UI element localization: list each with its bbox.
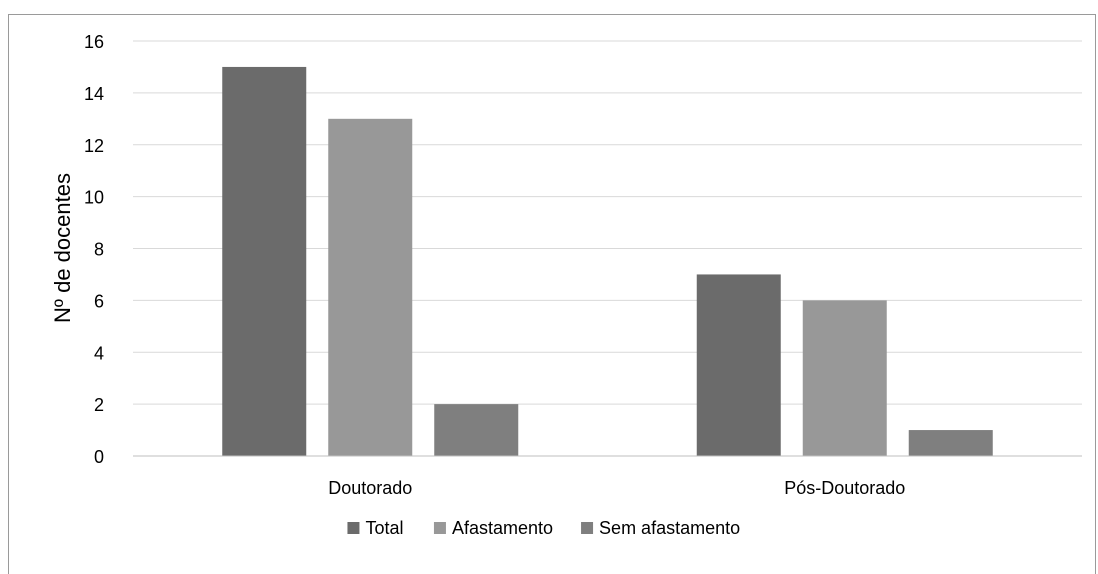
bar-afastamento-1 — [802, 300, 887, 456]
y-tick-label: 12 — [84, 136, 104, 156]
legend-swatch — [433, 522, 446, 534]
x-category-label: Pós-Doutorado — [784, 478, 905, 498]
y-axis-ticks: 0 2 4 6 8 10 12 14 16 — [84, 32, 104, 467]
y-tick-label: 14 — [84, 84, 104, 104]
y-axis-label: Nº de docentes — [50, 173, 75, 323]
y-tick-label: 10 — [84, 188, 104, 208]
x-axis-categories: Doutorado Pós-Doutorado — [328, 478, 905, 498]
bar-sem-afastamento-1 — [908, 430, 993, 456]
y-tick-label: 6 — [94, 291, 104, 311]
y-tick-label: 4 — [94, 343, 104, 363]
legend-label: Afastamento — [452, 518, 553, 538]
bars — [222, 66, 993, 456]
y-tick-label: 0 — [94, 447, 104, 467]
legend: Total Afastamento Sem afastamento — [347, 518, 740, 538]
legend-label: Total — [365, 518, 403, 538]
x-category-label: Doutorado — [328, 478, 412, 498]
bar-afastamento-0 — [328, 118, 413, 456]
bar-total-0 — [222, 66, 307, 456]
y-tick-label: 8 — [94, 240, 104, 260]
legend-label: Sem afastamento — [599, 518, 740, 538]
chart-frame — [8, 14, 1096, 574]
y-tick-label: 2 — [94, 395, 104, 415]
y-tick-label: 16 — [84, 32, 104, 52]
legend-swatch — [581, 522, 594, 534]
bar-sem-afastamento-0 — [434, 404, 519, 456]
bar-chart: 0 2 4 6 8 10 12 14 16 Doutorado Pós-Doutorado Nº … — [50, 32, 1082, 538]
legend-swatch — [347, 522, 360, 534]
bar-total-1 — [696, 274, 781, 456]
